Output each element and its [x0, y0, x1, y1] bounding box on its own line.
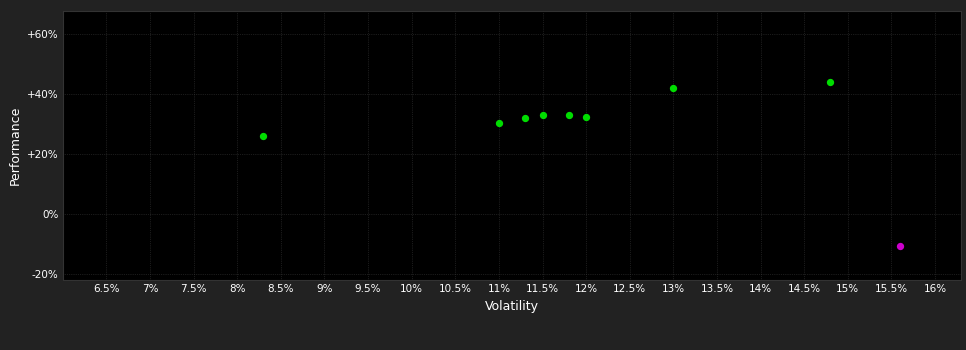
Point: [256, 133, 271, 139]
Point: [491, 120, 506, 126]
Point: [893, 243, 908, 248]
Point: [535, 112, 551, 118]
Point: [561, 112, 577, 118]
Point: [518, 116, 533, 121]
Point: [666, 85, 681, 91]
Y-axis label: Performance: Performance: [9, 106, 21, 185]
X-axis label: Volatility: Volatility: [485, 300, 539, 313]
Point: [823, 79, 838, 85]
Point: [579, 114, 594, 120]
